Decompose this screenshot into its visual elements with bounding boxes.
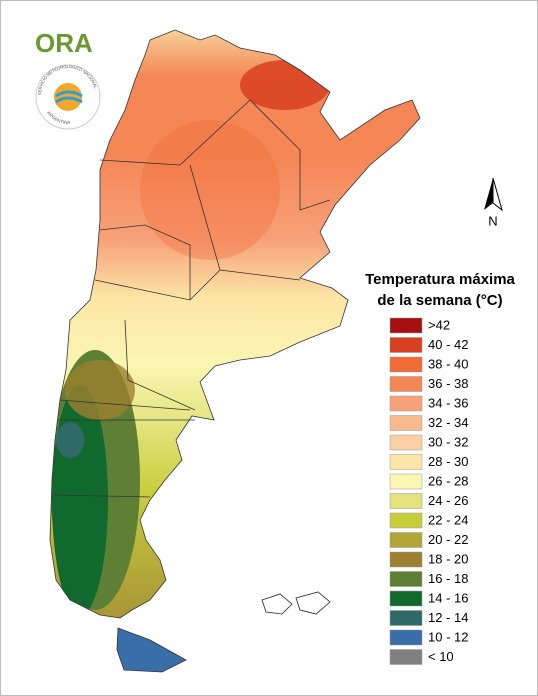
legend-swatch	[389, 356, 423, 373]
legend-swatch	[389, 610, 423, 626]
legend-title: Temperatura máxima	[365, 271, 515, 288]
legend-label: 32 - 34	[428, 415, 468, 430]
legend-label: >42	[428, 317, 450, 332]
legend-swatch	[389, 317, 423, 334]
legend-label: 28 - 30	[428, 454, 468, 469]
legend-swatch	[389, 376, 423, 392]
legend-swatch	[389, 532, 423, 548]
legend-label: 18 - 20	[428, 551, 468, 566]
legend-title: de la semana (°C)	[377, 292, 502, 309]
legend-label: 10 - 12	[428, 629, 468, 644]
legend-label: 16 - 18	[428, 571, 468, 586]
legend-label: 12 - 14	[428, 610, 468, 625]
legend: Temperatura máxima de la semana (°C) >42 40…	[365, 271, 516, 665]
legend-swatch	[389, 454, 423, 470]
legend-swatch	[389, 551, 423, 568]
legend-label: 36 - 38	[428, 376, 468, 391]
legend-label: 14 - 16	[428, 590, 468, 605]
logo: ORA SERVICIO METEOROLOGICO NACIONAL ARGE…	[35, 28, 101, 130]
legend-label: 30 - 32	[428, 434, 468, 449]
legend-label: 22 - 24	[428, 512, 468, 527]
islands	[261, 591, 331, 615]
legend-label: 34 - 36	[428, 395, 468, 410]
legend-label: 20 - 22	[428, 532, 468, 547]
legend-swatch	[389, 415, 423, 431]
legend-swatch	[389, 571, 423, 587]
legend-swatch	[389, 395, 423, 412]
north-arrow: N	[484, 177, 503, 228]
legend-swatch	[389, 473, 423, 490]
legend-swatch	[389, 434, 423, 451]
legend-swatch	[389, 590, 423, 607]
legend-label: 40 - 42	[428, 337, 468, 352]
brand: ORA	[35, 28, 93, 58]
legend-label: < 10	[428, 649, 454, 664]
borders	[49, 29, 421, 673]
legend-swatch	[389, 493, 423, 509]
legend-swatch	[389, 629, 423, 646]
legend-swatch	[389, 337, 423, 353]
legend-swatch	[389, 512, 423, 529]
north-label: N	[488, 213, 497, 228]
legend-label: 38 - 40	[428, 356, 468, 371]
legend-label: 26 - 28	[428, 473, 468, 488]
legend-label: 24 - 26	[428, 493, 468, 508]
legend-swatch	[389, 649, 423, 665]
